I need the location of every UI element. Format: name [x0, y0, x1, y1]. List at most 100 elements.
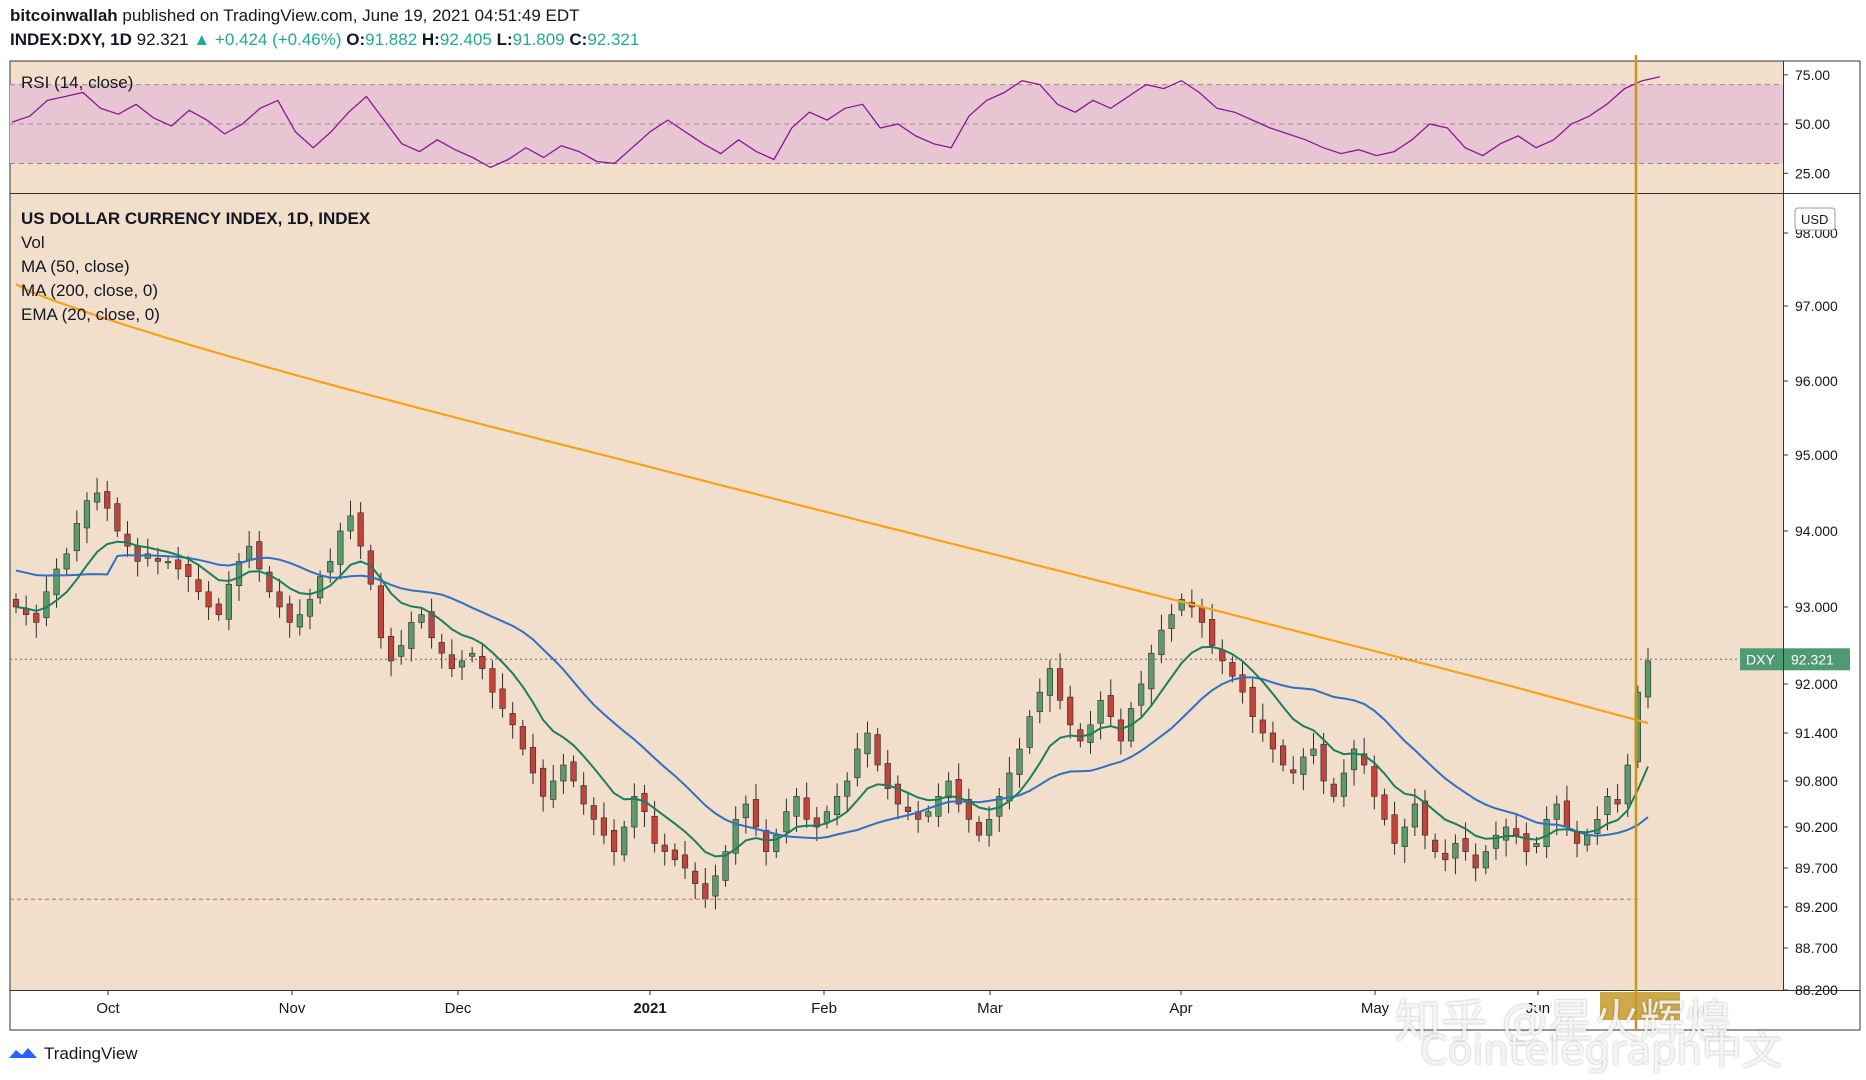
candle: [1371, 755, 1378, 810]
candle-body: [1158, 629, 1165, 656]
time-tick-label: Feb: [811, 1000, 837, 1017]
candle: [387, 627, 395, 677]
candle: [803, 782, 810, 828]
candle-body: [874, 734, 881, 766]
candle: [1056, 653, 1064, 710]
candle-body: [1259, 719, 1266, 734]
candle-body: [702, 883, 709, 900]
tradingview-logo[interactable]: TradingView: [8, 1044, 138, 1064]
candle: [1290, 756, 1297, 785]
legend-ema20: EMA (20, close, 0): [21, 305, 160, 324]
candle-body: [185, 564, 192, 577]
rsi-tick-label: 25.00: [1795, 165, 1830, 181]
price-tick-label: 90.800: [1795, 773, 1838, 789]
candle-body: [590, 805, 597, 820]
candle-body: [540, 767, 547, 797]
candle: [793, 787, 800, 832]
high-value: 92.405: [439, 30, 492, 49]
price-tick-label: 89.200: [1795, 899, 1838, 915]
candle-body: [317, 576, 324, 599]
candle-body: [986, 819, 993, 836]
candle: [448, 639, 455, 678]
candle-body: [1573, 831, 1581, 844]
candle-body: [833, 796, 841, 816]
currency-badge: [1794, 207, 1836, 231]
candle-body: [1644, 660, 1652, 698]
candle-body: [519, 726, 526, 750]
candle: [164, 555, 172, 569]
candle-body: [43, 591, 50, 619]
candle-body: [1361, 753, 1368, 766]
low-value: 91.809: [512, 30, 565, 49]
legend-ma50: MA (50, close): [21, 257, 130, 276]
candle-body: [925, 811, 932, 817]
candle: [509, 701, 516, 739]
candle-body: [164, 561, 172, 564]
candle-body: [124, 533, 131, 547]
candle: [83, 492, 91, 544]
rsi-tick-label: 50.00: [1795, 116, 1830, 132]
candle: [631, 783, 638, 839]
low-label: L:: [496, 30, 513, 49]
candle: [681, 840, 689, 879]
candle: [205, 581, 212, 621]
candle-body: [580, 785, 587, 805]
candle-body: [337, 530, 344, 565]
candle: [945, 772, 952, 814]
candle-body: [884, 763, 891, 789]
candle-body: [408, 622, 415, 649]
candle: [712, 864, 719, 910]
candle-body: [661, 844, 668, 852]
plot-background: [10, 61, 1783, 990]
candle-body: [1604, 796, 1611, 816]
candle-body: [215, 603, 222, 616]
price-tick-label: 91.400: [1795, 725, 1838, 741]
price-tick-label: 95.000: [1795, 447, 1838, 463]
watermark-line1: 知乎 @星火辉煌: [1395, 994, 1732, 1048]
candle: [367, 544, 374, 591]
candle-body: [276, 591, 283, 608]
ma200-line: [15, 283, 1649, 725]
tradingview-icon: [9, 1048, 37, 1058]
candle-body: [1107, 695, 1114, 717]
candle-body: [783, 811, 790, 833]
candle-body: [1502, 826, 1510, 841]
candle-body: [1239, 674, 1246, 693]
time-tick-label: Oct: [96, 1000, 120, 1017]
candle: [286, 595, 293, 638]
price-tag-value-bg: [1784, 648, 1850, 671]
candle: [418, 608, 425, 629]
chart-frame: [9, 60, 1861, 1031]
author-name: bitcoinwallah: [10, 6, 118, 25]
candle: [1452, 834, 1459, 875]
candle-body: [458, 660, 466, 668]
candle: [1482, 845, 1489, 875]
candle-body: [1148, 652, 1155, 690]
candle: [357, 502, 364, 560]
candle: [377, 572, 385, 649]
candle: [854, 733, 861, 787]
candle-body: [1178, 599, 1185, 611]
candle: [590, 797, 597, 836]
candle: [1442, 839, 1449, 872]
candle: [1502, 818, 1510, 857]
candle: [104, 480, 111, 522]
candle: [1259, 703, 1266, 742]
candle: [1209, 603, 1216, 654]
candle-body: [1198, 606, 1206, 623]
candle-body: [1452, 843, 1459, 859]
candle-body: [631, 796, 638, 828]
candle: [844, 772, 851, 812]
high-label: H:: [421, 30, 440, 49]
candle-body: [692, 870, 699, 884]
price-tick-label: 94.000: [1795, 523, 1838, 539]
time-tick-label: Dec: [445, 1000, 472, 1017]
candle-body: [1168, 614, 1175, 629]
candle-body: [1340, 772, 1347, 797]
candle-body: [651, 815, 658, 844]
candle-body: [83, 500, 91, 529]
candle: [479, 643, 486, 680]
candle-body: [1472, 854, 1479, 869]
last-price: 92.321: [136, 30, 189, 49]
